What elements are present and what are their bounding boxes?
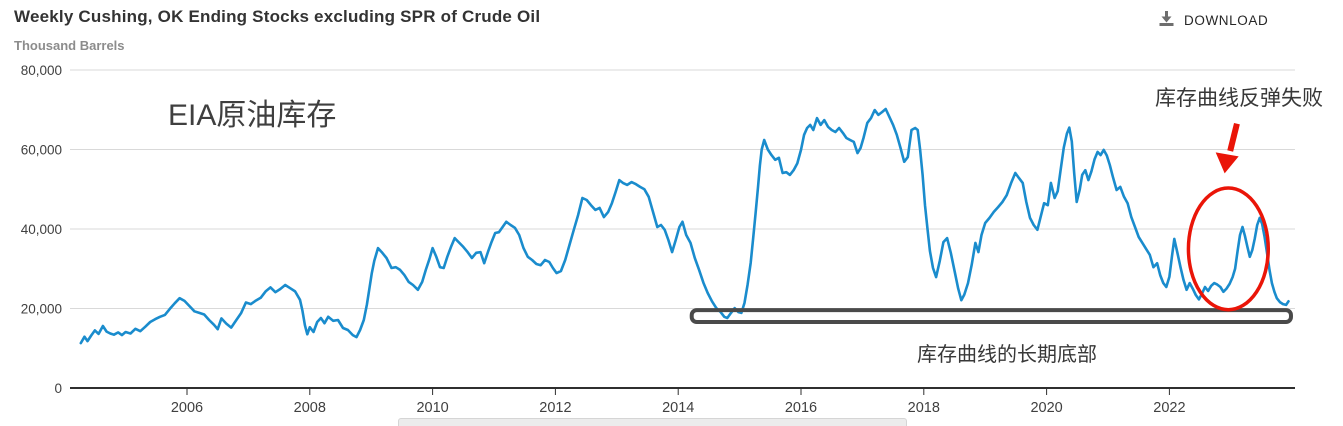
y-tick-label: 0: [54, 381, 62, 396]
x-tick-label: 2012: [539, 400, 571, 416]
download-button[interactable]: DOWNLOAD: [1154, 6, 1272, 34]
annotation-arrow-head: [1215, 152, 1239, 174]
chart-unit-label: Thousand Barrels: [14, 38, 125, 53]
y-tick-label: 80,000: [21, 63, 62, 78]
annotation-eia-inventory-label: EIA原油库存: [168, 99, 337, 132]
x-tick-label: 2010: [416, 400, 448, 416]
y-tick-label: 40,000: [21, 222, 62, 237]
x-tick-label: 2006: [171, 400, 203, 416]
stocks-line-series: [79, 107, 1290, 345]
horizontal-scrollbar-thumb[interactable]: [398, 418, 907, 426]
rebound-fail-ellipse: [1186, 186, 1271, 312]
x-tick-label: 2018: [908, 400, 940, 416]
long-term-bottom-box: [689, 308, 1293, 325]
x-tick-label: 2022: [1153, 400, 1185, 416]
download-icon: [1158, 10, 1175, 30]
x-tick-label: 2020: [1030, 400, 1062, 416]
x-tick-label: 2008: [294, 400, 326, 416]
y-tick-label: 20,000: [21, 302, 62, 317]
download-label: DOWNLOAD: [1184, 12, 1269, 28]
annotation-arrow-shaft: [1227, 122, 1240, 152]
x-tick-label: 2014: [662, 400, 694, 416]
chart-title: Weekly Cushing, OK Ending Stocks excludi…: [14, 7, 541, 26]
x-tick-label: 2016: [785, 400, 817, 416]
y-tick-label: 60,000: [21, 143, 62, 158]
annotation-rebound-fail-label: 库存曲线反弹失败: [1155, 87, 1323, 110]
annotation-long-term-bottom-label: 库存曲线的长期底部: [917, 344, 1097, 366]
